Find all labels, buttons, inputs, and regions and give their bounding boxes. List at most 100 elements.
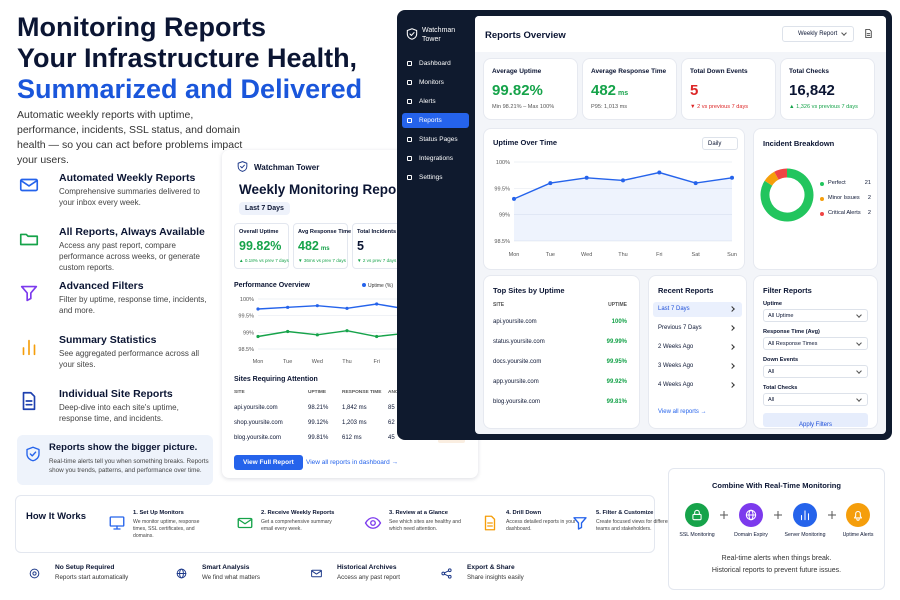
plus <box>720 511 728 519</box>
icon <box>19 178 39 192</box>
main: Reports Overview Weekly Report Average Upt… <box>475 16 886 434</box>
nav-item[interactable]: Alerts <box>402 94 469 109</box>
apply-button[interactable]: Apply Filters <box>763 413 868 428</box>
stat-box: Overall Uptime 99.82% ▲ 0.18% vs prev 7 da… <box>234 223 289 269</box>
nav-item[interactable]: Monitors <box>402 75 469 90</box>
y-tick-label: 100% <box>496 160 510 166</box>
kpi-label: Total Checks <box>789 68 829 75</box>
filter-select[interactable]: All <box>763 365 868 378</box>
icon-shape <box>800 510 810 521</box>
nav-item[interactable]: Integrations <box>402 151 469 166</box>
period-badge: Last 7 Days <box>239 202 290 215</box>
feature-text: Deep-dive into each site's uptime, respo… <box>59 403 179 423</box>
combine-line: Real-time alerts when things break. <box>721 555 832 562</box>
legend-swatch <box>820 182 824 186</box>
filter-label: Down Events <box>763 357 799 363</box>
legend-label: Critical Alerts <box>828 210 861 216</box>
chart-title: Performance Overview <box>234 282 310 289</box>
view-all-link[interactable]: View all reports → <box>658 409 707 415</box>
nav-item[interactable]: Settings <box>402 170 469 185</box>
nav-item[interactable]: Status Pages <box>402 132 469 147</box>
report-item[interactable]: Previous 7 Days <box>653 321 742 336</box>
card-title: Incident Breakdown <box>763 139 835 148</box>
report-item[interactable]: 2 Weeks Ago <box>653 340 742 355</box>
icon-shape <box>19 233 39 246</box>
table-cell: 99.81% <box>308 435 329 441</box>
column-header: RESPONSE TIME <box>342 390 382 395</box>
icon-glyph <box>22 391 36 411</box>
filter-select[interactable]: All Response Times <box>763 337 868 350</box>
x-tick-label: Mon <box>509 252 520 258</box>
donut <box>760 168 814 222</box>
report-item[interactable]: 3 Weeks Ago <box>653 359 742 374</box>
hero-description: Automatic weekly reports with uptime, pe… <box>17 109 243 166</box>
kpi-label: Total Down Events <box>690 68 748 75</box>
nav-item[interactable]: Dashboard <box>402 56 469 71</box>
report-label: Previous 7 Days <box>658 325 702 331</box>
filter-select[interactable]: All <box>763 393 868 406</box>
select-value: All <box>768 397 775 403</box>
icon-glyph <box>26 446 40 462</box>
kpi-label: Average Response Time <box>591 68 667 75</box>
table-cell: 62 <box>388 420 395 426</box>
chevron <box>729 306 735 312</box>
dashboard-link[interactable]: View all reports in dashboard → <box>306 459 399 466</box>
icon-shape <box>32 571 37 576</box>
nav-label: Integrations <box>419 155 453 162</box>
icon-glyph <box>364 517 382 529</box>
icon-glyph <box>800 510 810 521</box>
nav-item[interactable]: Reports <box>402 113 469 128</box>
icon-glyph <box>853 510 863 521</box>
legend-label: Minor Issues <box>828 195 860 201</box>
point <box>657 170 662 175</box>
select-value: All Response Times <box>768 341 818 347</box>
feature-text: Access any past report, compare performa… <box>59 241 200 272</box>
icon-shape <box>109 516 125 527</box>
point <box>256 307 260 311</box>
benefit-text: Access any past report <box>337 574 400 581</box>
y-tick-label: 100% <box>240 297 254 303</box>
table-cell: docs.yoursite.com <box>493 359 542 365</box>
column-header: UPTIME <box>308 390 327 395</box>
point <box>730 175 734 180</box>
select-value: All Uptime <box>768 313 794 319</box>
nav-icon <box>407 80 412 85</box>
report-item[interactable]: 4 Weeks Ago <box>653 378 742 393</box>
icon-shape <box>484 515 496 531</box>
point <box>345 306 349 310</box>
icon-shape <box>29 451 37 457</box>
incident-card: Incident Breakdown Perfect 21 Minor Issues 2… <box>754 129 877 269</box>
icon <box>406 28 418 40</box>
report-label: 2 Weeks Ago <box>658 344 694 350</box>
kpi-value: 5 <box>690 82 699 99</box>
table-cell: 99.81% <box>606 399 627 405</box>
table-cell: status.yoursite.com <box>493 339 545 345</box>
icon-shape <box>311 569 322 578</box>
select-chevron <box>856 368 862 374</box>
interval-select[interactable]: Daily <box>702 137 738 150</box>
icon <box>573 517 587 530</box>
icon <box>364 517 382 529</box>
report-select[interactable]: Weekly Report <box>782 26 854 42</box>
benefit-title: Export & Share <box>467 564 515 571</box>
service-label: Domain Expiry <box>734 532 768 538</box>
step-title: 5. Filter & Customize <box>596 510 654 516</box>
icon <box>800 510 810 521</box>
icon-glyph <box>19 233 39 246</box>
icon-shape <box>441 571 446 576</box>
icon-glyph <box>20 285 38 302</box>
icon-glyph <box>237 517 253 529</box>
plus <box>774 511 782 519</box>
icon-glyph <box>237 161 248 172</box>
x-tick-label: Thu <box>342 359 351 365</box>
section-title: Sites Requiring Attention <box>234 376 318 383</box>
page-title: Reports Overview <box>485 30 566 41</box>
x-tick-label: Thu <box>618 252 627 258</box>
table-cell: blog.yoursite.com <box>493 399 541 405</box>
report-item[interactable]: Last 7 Days <box>653 302 742 317</box>
x-tick-label: Wed <box>581 252 592 258</box>
view-report-button[interactable]: View Full Report <box>234 455 303 470</box>
filter-select[interactable]: All Uptime <box>763 309 868 322</box>
table-cell: blog.yoursite.com <box>234 435 282 441</box>
kpi-sub: ▲ 1,326 vs previous 7 days <box>789 104 858 110</box>
